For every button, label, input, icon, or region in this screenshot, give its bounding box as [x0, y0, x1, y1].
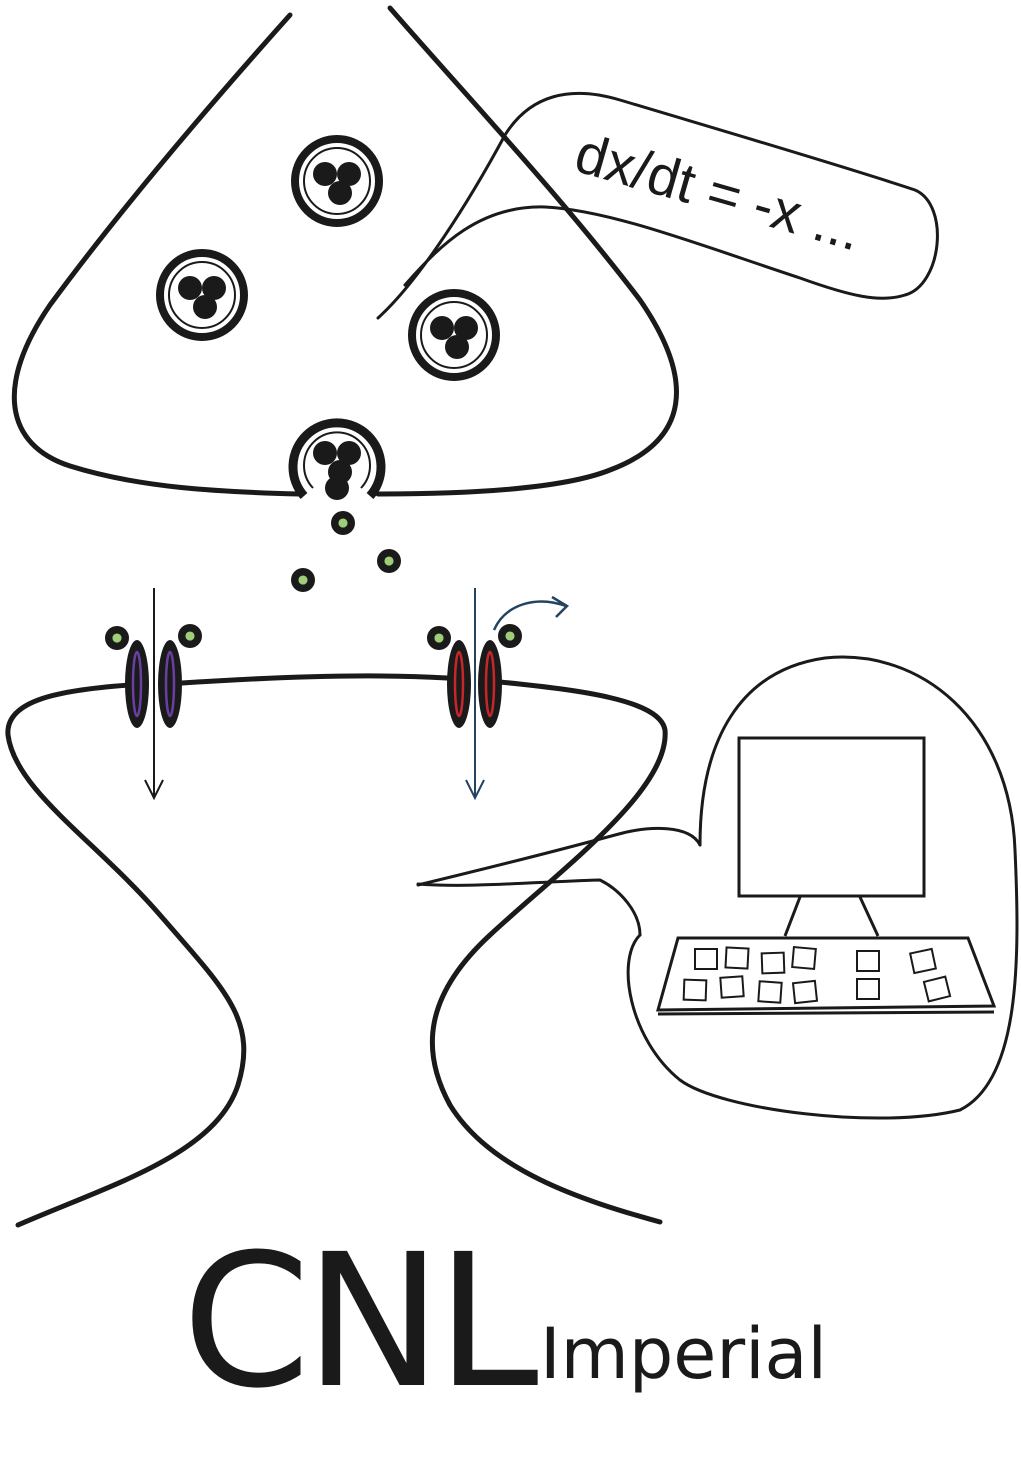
ion-flow-arrowhead	[144, 779, 164, 801]
neurotransmitter-core	[505, 631, 515, 641]
vesicle-content	[445, 335, 469, 359]
vesicle-content	[454, 316, 478, 340]
neurotransmitter-core	[384, 556, 394, 566]
monitor-screen	[737, 736, 926, 898]
vesicle-content	[337, 162, 361, 186]
vesicle-inner-ring	[420, 301, 488, 369]
neurotransmitter-dot-icon	[427, 626, 451, 650]
vesicle-inner-ring	[303, 431, 371, 489]
channel-subunit-core	[453, 650, 465, 718]
vesicle-inner-ring	[168, 261, 236, 329]
keyboard-keys	[682, 945, 952, 1005]
vesicle-content	[328, 181, 352, 205]
neurotransmitter-dot-icon	[105, 626, 129, 650]
ion-flow-arrowhead	[465, 779, 485, 801]
neurotransmitter-core	[338, 518, 348, 528]
synaptic-vesicle-icon	[291, 135, 383, 227]
vesicle-group	[156, 135, 500, 500]
vesicle-content	[178, 276, 202, 300]
keyboard-key	[791, 945, 817, 971]
channel-subunit-core	[131, 650, 143, 718]
keyboard-key	[719, 975, 745, 999]
monitor-stand-left	[783, 896, 802, 937]
vesicle-content	[313, 162, 337, 186]
keyboard-key	[724, 946, 750, 970]
equation-bubble	[376, 92, 939, 320]
unbinding-arrow	[492, 595, 570, 631]
channel-subunit	[478, 640, 502, 728]
synaptic-vesicle-icon	[156, 249, 248, 341]
vesicle-membrane	[291, 135, 383, 227]
keyboard-key	[856, 950, 880, 972]
ion-channel-icon	[105, 588, 202, 801]
vesicle-content	[430, 316, 454, 340]
channel-subunit-core	[164, 650, 176, 718]
neurotransmitter-core	[434, 633, 444, 643]
presynaptic-terminal-outline	[11, 5, 679, 497]
recording-wire	[416, 878, 642, 937]
monitor-stand-right	[858, 896, 880, 937]
vesicle-content	[337, 441, 361, 465]
equation-text: dx/dt = -x ...	[569, 121, 869, 263]
neurotransmitter-dot-icon	[498, 624, 522, 648]
keyboard-key	[856, 978, 880, 1000]
vesicle-content	[313, 441, 337, 465]
keyboard-edge	[657, 1010, 995, 1016]
vesicle-inner-ring	[303, 147, 371, 215]
logo-sub: Imperial	[540, 1313, 827, 1395]
vesicle-membrane	[156, 249, 248, 341]
keyboard-key	[908, 947, 938, 975]
vesicle-content	[193, 295, 217, 319]
neurotransmitter-core	[112, 633, 122, 643]
neurotransmitter-dot-icon	[331, 511, 355, 535]
channel-subunit-core	[484, 650, 496, 718]
synaptic-vesicle-icon	[288, 418, 386, 500]
keyboard-key	[922, 975, 952, 1003]
channel-subunit	[125, 640, 149, 728]
synaptic-vesicle-icon	[408, 289, 500, 381]
channel-subunit	[447, 640, 471, 728]
recording-wire-upper	[416, 826, 702, 887]
keyboard-key	[694, 948, 718, 970]
neurotransmitter-dot-icon	[291, 568, 315, 592]
vesicle-membrane	[408, 289, 500, 381]
keyboard-key	[760, 951, 786, 975]
neurotransmitter-core	[185, 631, 195, 641]
vesicle-membrane	[288, 418, 386, 499]
channel-subunit	[158, 640, 182, 728]
vesicle-content	[202, 276, 226, 300]
neurotransmitter-core	[298, 575, 308, 585]
neurotransmitter-dot-icon	[178, 624, 202, 648]
neurotransmitter-dot-icon	[377, 549, 401, 573]
ion-channel-group	[105, 588, 522, 801]
keyboard-key	[757, 980, 783, 1004]
computer-bubble	[626, 655, 1019, 1120]
keyboard-key	[682, 978, 708, 1002]
computer-icon	[656, 736, 997, 1016]
postsynaptic-neuron-outline	[5, 673, 668, 1228]
keyboard-key	[791, 979, 819, 1005]
vesicle-content	[325, 476, 349, 500]
neurotransmitter-group	[291, 511, 401, 592]
logo-main: CNL	[182, 1215, 538, 1429]
ion-channel-icon	[427, 588, 522, 801]
